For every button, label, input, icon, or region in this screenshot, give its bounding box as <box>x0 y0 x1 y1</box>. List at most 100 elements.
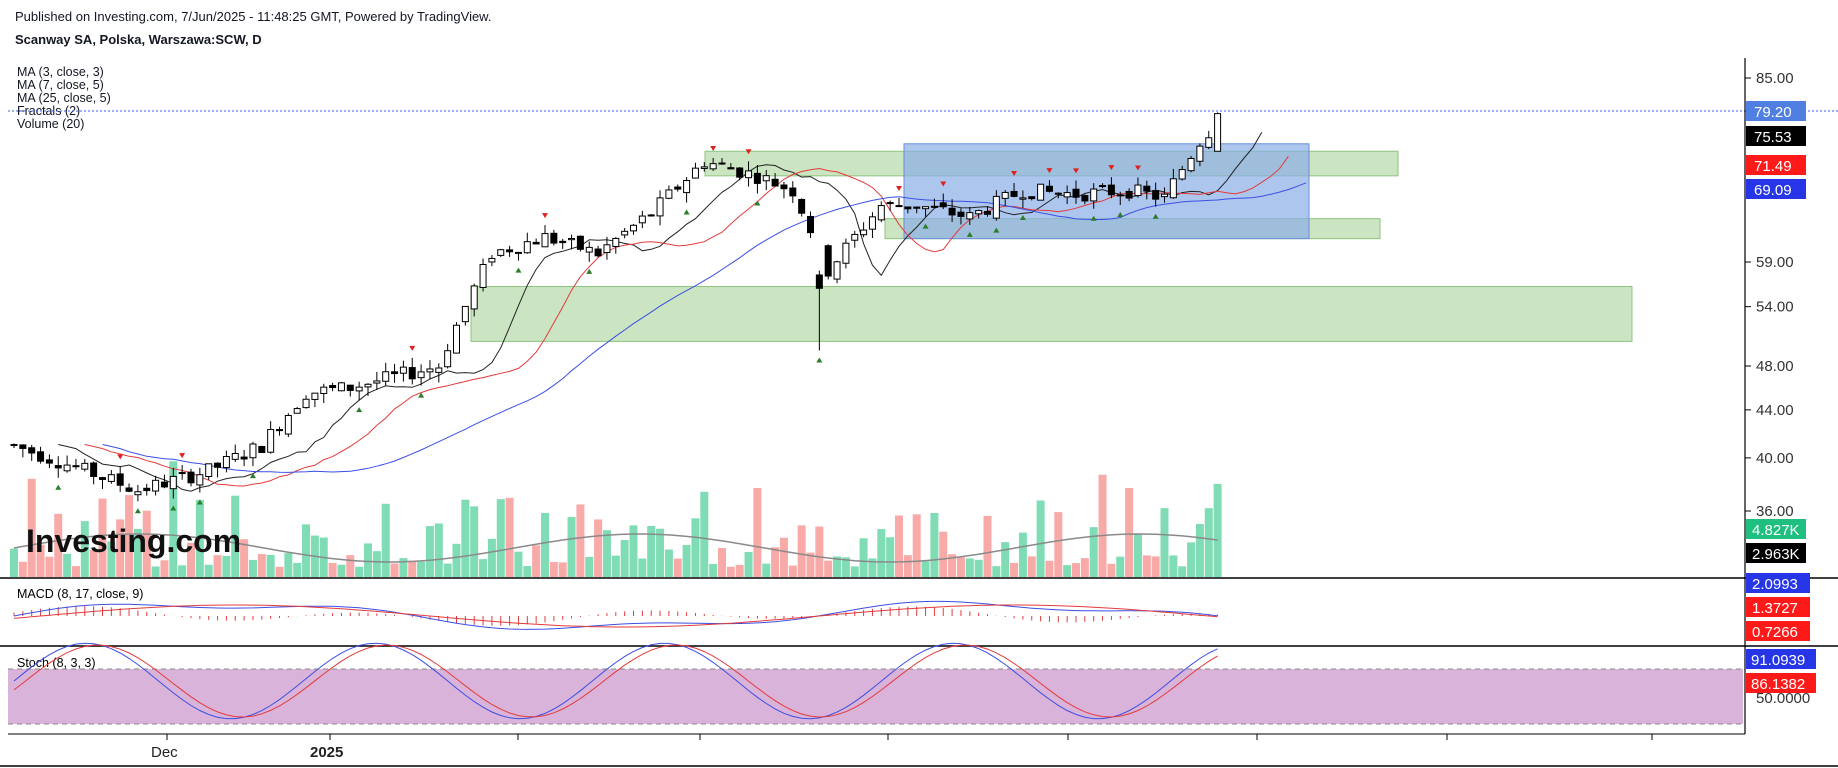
candle-body[interactable] <box>1063 192 1071 198</box>
candle-body[interactable] <box>930 205 938 208</box>
candle-body[interactable] <box>214 462 222 468</box>
candle-body[interactable] <box>913 206 921 209</box>
volume-label[interactable] <box>1746 543 1806 563</box>
candle-body[interactable] <box>939 202 947 208</box>
candle-body[interactable] <box>382 371 390 382</box>
candle-body[interactable] <box>435 367 443 373</box>
candle-body[interactable] <box>709 163 717 170</box>
candle-body[interactable] <box>532 241 540 245</box>
candle-body[interactable] <box>1196 145 1204 162</box>
candle-body[interactable] <box>1152 190 1160 200</box>
candle-body[interactable] <box>417 371 425 379</box>
candle-body[interactable] <box>1037 183 1045 201</box>
candle-body[interactable] <box>125 487 133 492</box>
candle-body[interactable] <box>992 195 1000 219</box>
price-label-ma_fast[interactable] <box>1746 126 1806 146</box>
candle-body[interactable] <box>169 475 177 490</box>
candle-body[interactable] <box>568 237 576 241</box>
candle-body[interactable] <box>1214 113 1222 152</box>
candle-body[interactable] <box>143 487 151 492</box>
candle-body[interactable] <box>45 459 53 464</box>
candle-body[interactable] <box>630 224 637 232</box>
stoch-value-text[interactable]: 86.1382 <box>1751 676 1805 693</box>
candle-body[interactable] <box>497 249 505 256</box>
candle-body[interactable] <box>1090 188 1098 202</box>
candle-body[interactable] <box>1134 184 1142 197</box>
candle-body[interactable] <box>302 398 310 409</box>
zone-green-2[interactable] <box>470 286 1633 342</box>
candle-body[interactable] <box>762 175 770 182</box>
candle-body[interactable] <box>160 481 168 488</box>
price-label-text[interactable]: 79.20 <box>1754 104 1792 121</box>
candle-body[interactable] <box>488 257 496 263</box>
candle-body[interactable] <box>665 189 673 199</box>
candle-body[interactable] <box>807 215 814 234</box>
indicator-ma3[interactable]: MA (3, close, 3) <box>17 65 104 79</box>
candle-body[interactable] <box>523 241 531 254</box>
stoch-value-label[interactable] <box>1746 673 1816 693</box>
candle-body[interactable] <box>355 386 363 392</box>
candle-body[interactable] <box>408 367 416 380</box>
candle-body[interactable] <box>116 473 124 486</box>
candle-body[interactable] <box>603 244 611 254</box>
candle-body[interactable] <box>258 446 266 453</box>
candle-body[interactable] <box>391 371 399 375</box>
candle-body[interactable] <box>90 462 98 477</box>
indicator-ma7[interactable]: MA (7, close, 5) <box>17 78 104 92</box>
indicator-volume[interactable]: Volume (20) <box>17 117 85 131</box>
volume-label-text[interactable]: 2.963K <box>1752 546 1800 563</box>
candle-body[interactable] <box>134 491 142 496</box>
candle-body[interactable] <box>851 233 859 241</box>
candle-body[interactable] <box>576 235 584 250</box>
candle-body[interactable] <box>1187 157 1195 172</box>
candle-body[interactable] <box>461 305 469 323</box>
candle-body[interactable] <box>771 178 779 187</box>
candle-body[interactable] <box>1054 192 1062 195</box>
candle-body[interactable] <box>205 463 213 477</box>
candle-body[interactable] <box>550 232 558 244</box>
candle-body[interactable] <box>984 211 991 215</box>
candle-body[interactable] <box>621 230 629 236</box>
candle-body[interactable] <box>1125 190 1133 199</box>
candle-body[interactable] <box>337 382 345 392</box>
candle-body[interactable] <box>1081 195 1089 202</box>
candle-body[interactable] <box>240 456 248 460</box>
candle-body[interactable] <box>886 202 894 205</box>
candle-body[interactable] <box>683 180 691 194</box>
candle-body[interactable] <box>815 274 823 289</box>
candle-body[interactable] <box>922 206 930 210</box>
candle-body[interactable] <box>19 444 27 449</box>
candle-body[interactable] <box>612 237 620 248</box>
candle-body[interactable] <box>966 212 974 220</box>
candle-body[interactable] <box>798 198 806 214</box>
candle-body[interactable] <box>1116 194 1124 197</box>
candle-body[interactable] <box>72 465 80 468</box>
candle-body[interactable] <box>1205 137 1213 148</box>
candle-body[interactable] <box>373 380 381 384</box>
volume-label[interactable] <box>1746 519 1806 539</box>
macd-value-text[interactable]: 2.0993 <box>1752 576 1798 593</box>
candle-body[interactable] <box>178 472 186 475</box>
candle-body[interactable] <box>904 206 912 210</box>
candle-body[interactable] <box>364 383 372 388</box>
candle-body[interactable] <box>789 187 797 197</box>
macd-value-label[interactable] <box>1746 573 1810 593</box>
candle-body[interactable] <box>585 246 593 253</box>
candle-body[interactable] <box>1019 197 1027 200</box>
price-label-text[interactable]: 71.49 <box>1754 158 1792 175</box>
candle-body[interactable] <box>638 215 646 224</box>
candle-body[interactable] <box>1169 178 1177 199</box>
candle-body[interactable] <box>329 385 337 389</box>
candle-body[interactable] <box>28 447 36 454</box>
candle-body[interactable] <box>559 240 567 244</box>
candle-body[interactable] <box>753 172 761 184</box>
candle-body[interactable] <box>1099 185 1107 188</box>
macd-value-text[interactable]: 0.7266 <box>1752 624 1798 641</box>
candle-body[interactable] <box>975 210 983 215</box>
candle-body[interactable] <box>736 167 744 178</box>
candle-body[interactable] <box>1161 193 1168 198</box>
candle-body[interactable] <box>320 386 328 395</box>
candle-body[interactable] <box>470 285 478 310</box>
candle-body[interactable] <box>594 248 602 257</box>
macd-value-text[interactable]: 1.3727 <box>1752 600 1798 617</box>
